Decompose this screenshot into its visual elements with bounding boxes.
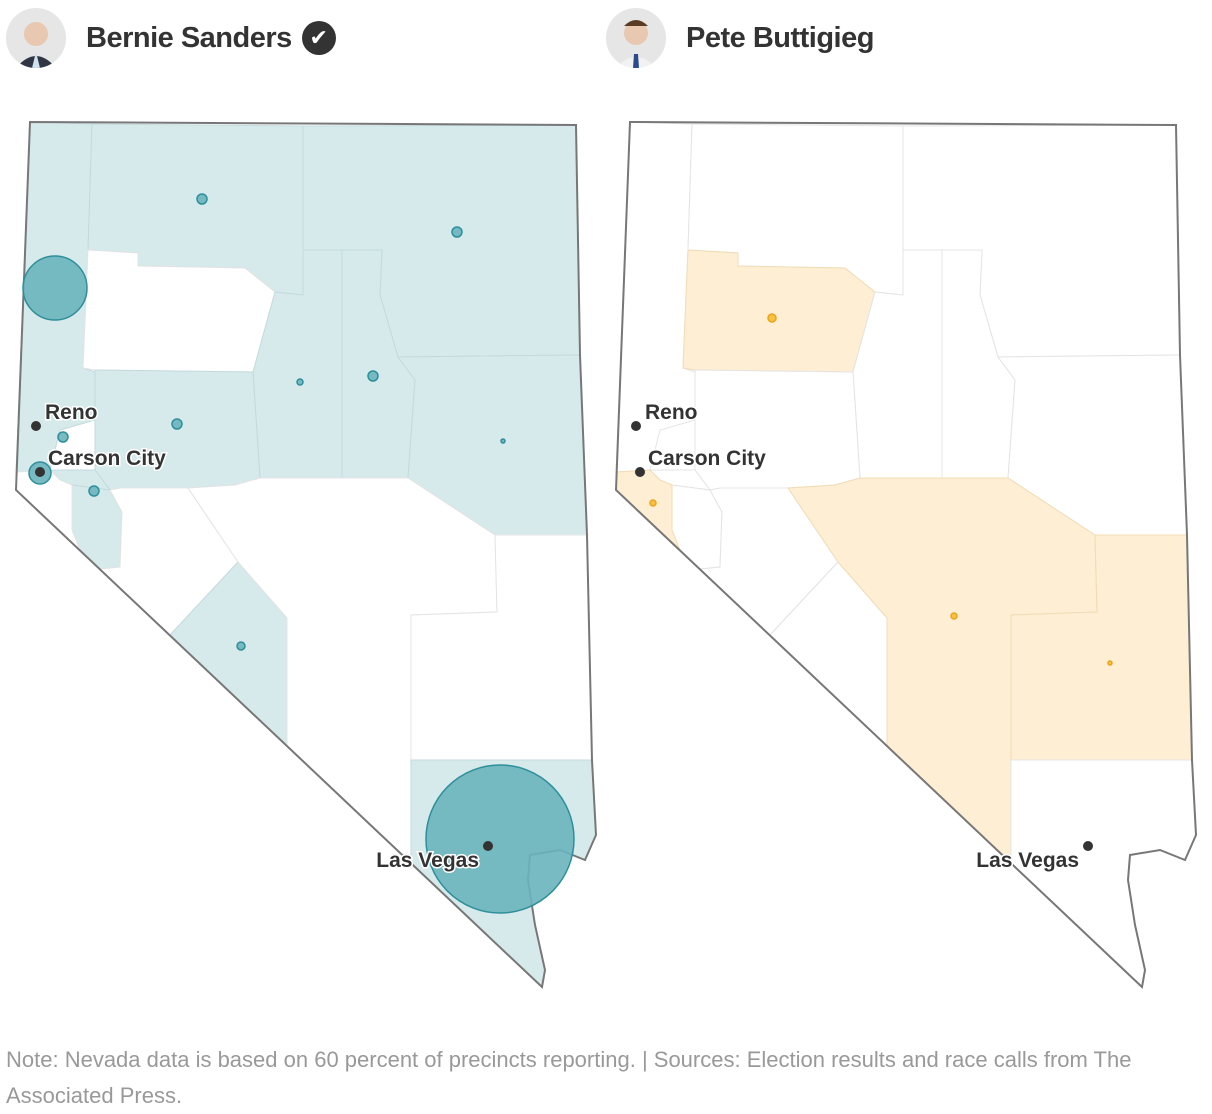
vote-margin-circle[interactable] (171, 418, 183, 430)
city-label: Las Vegas (976, 849, 1079, 872)
city-label: Reno (645, 401, 698, 424)
city-label: Carson City (648, 447, 766, 470)
city-dot (1083, 841, 1093, 851)
county-churchill[interactable] (694, 369, 861, 491)
candidate-header-buttigieg: Pete Buttigieg (606, 8, 874, 68)
candidate-header-sanders: Bernie Sanders ✔ (6, 8, 336, 68)
vote-margin-circle[interactable] (22, 255, 88, 321)
city-label: Carson City (48, 447, 166, 470)
vote-margin-circle[interactable] (236, 641, 246, 651)
vote-margin-circle[interactable] (367, 370, 379, 382)
vote-margin-circle[interactable] (57, 431, 69, 443)
vote-margin-circle[interactable] (767, 313, 777, 323)
city-dot (35, 467, 45, 477)
checkmark-icon: ✔ (301, 21, 336, 55)
city-dot (635, 467, 645, 477)
county-clark[interactable] (1010, 759, 1197, 988)
vote-margin-circle[interactable] (196, 193, 208, 205)
vote-margin-circle[interactable] (500, 438, 506, 444)
vote-margin-circle[interactable] (88, 485, 100, 497)
state-outline (614, 120, 1198, 990)
vote-margin-circle[interactable] (296, 378, 304, 386)
city-label: Reno (45, 401, 98, 424)
candidate-name: Pete Buttigieg (686, 21, 874, 54)
city-label: Las Vegas (376, 849, 479, 872)
city-dot (631, 421, 641, 431)
vote-margin-circle[interactable] (649, 499, 657, 507)
candidate-name: Bernie Sanders (86, 21, 292, 54)
vote-margin-circle[interactable] (1107, 660, 1113, 666)
source-note: Note: Nevada data is based on 60 percent… (6, 1047, 1132, 1108)
sanders-county-map: Reno Carson City Las Vegas (14, 120, 598, 990)
city-dot (31, 421, 41, 431)
county-churchill[interactable] (94, 369, 261, 491)
avatar (606, 8, 666, 68)
vote-margin-circle[interactable] (425, 764, 575, 914)
avatar (6, 8, 66, 68)
city-dot (483, 841, 493, 851)
vote-margin-circle[interactable] (451, 226, 463, 238)
buttigieg-county-map: Reno Carson City Las Vegas (614, 120, 1198, 990)
vote-margin-circle[interactable] (950, 612, 958, 620)
